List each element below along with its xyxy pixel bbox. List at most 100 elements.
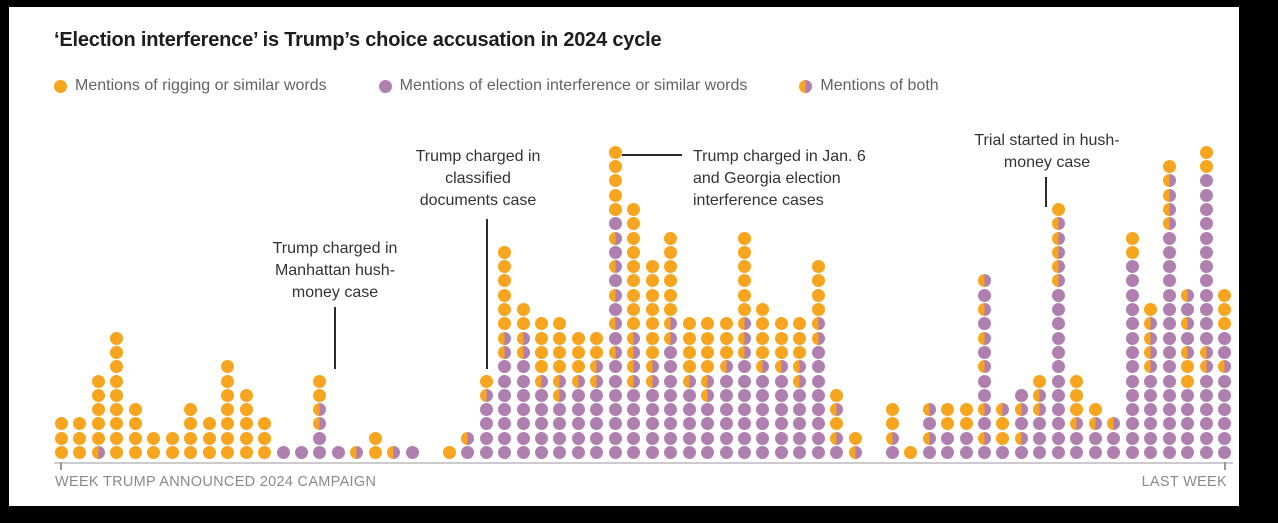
interference-dot [608, 360, 622, 374]
dot-column-week-58 [1125, 230, 1139, 459]
interference-dot [1125, 288, 1139, 302]
interference-dot [479, 446, 493, 459]
both-dot [1107, 417, 1121, 431]
interference-dot [553, 431, 567, 445]
rigging-dot [553, 331, 567, 345]
dot-column-week-52 [1014, 388, 1028, 459]
interference-dot [756, 446, 770, 459]
interference-dot [1162, 388, 1176, 402]
interference-dot [1125, 345, 1139, 359]
interference-dot [1199, 388, 1213, 402]
interference-dot [1162, 374, 1176, 388]
interference-dot [1162, 345, 1176, 359]
both-dot [387, 446, 401, 459]
both-dot [608, 231, 622, 245]
dot-column-week-53 [1033, 373, 1047, 459]
interference-dot [1162, 431, 1176, 445]
rigging-dot [553, 360, 567, 374]
interference-dot [682, 417, 696, 431]
dot-column-week-62 [1199, 144, 1213, 459]
interference-dot [719, 417, 733, 431]
dot-column-week-34 [682, 316, 696, 459]
rigging-dot [1217, 317, 1231, 331]
rigging-dot [184, 431, 198, 445]
rigging-dot [498, 260, 512, 274]
both-dot [590, 374, 604, 388]
both-dot [738, 345, 752, 359]
rigging-dot [128, 417, 142, 431]
interference-dot [774, 388, 788, 402]
interference-dot [1125, 303, 1139, 317]
rigging-dot [645, 288, 659, 302]
rigging-dot [645, 303, 659, 317]
interference-dot [1144, 417, 1158, 431]
orange-dot-icon [54, 79, 67, 93]
rigging-dot [996, 417, 1010, 431]
x-axis-tick-left [60, 462, 62, 470]
dot-column-week-48 [941, 402, 955, 459]
rigging-dot [719, 331, 733, 345]
both-dot [922, 403, 936, 417]
rigging-dot [553, 317, 567, 331]
interference-dot [885, 446, 899, 459]
interference-dot [1199, 202, 1213, 216]
rigging-dot [885, 403, 899, 417]
interference-dot [1217, 388, 1231, 402]
both-dot [627, 331, 641, 345]
interference-dot [738, 403, 752, 417]
interference-dot [553, 417, 567, 431]
both-dot [313, 417, 327, 431]
interference-dot [516, 417, 530, 431]
rigging-dot [701, 345, 715, 359]
rigging-dot [738, 231, 752, 245]
dot-column-week-61 [1181, 287, 1195, 459]
rigging-dot [184, 446, 198, 459]
interference-dot [738, 446, 752, 459]
interference-dot [811, 403, 825, 417]
interference-dot [590, 403, 604, 417]
interference-dot [738, 431, 752, 445]
rigging-dot [91, 403, 105, 417]
interference-dot [608, 303, 622, 317]
x-axis-label-end: LAST WEEK [1141, 474, 1227, 490]
interference-dot [756, 388, 770, 402]
rigging-dot [645, 274, 659, 288]
rigging-dot [1181, 374, 1195, 388]
dot-column-week-43 [848, 430, 862, 459]
rigging-dot [941, 417, 955, 431]
rigging-dot [645, 317, 659, 331]
dot-column-week-33 [664, 230, 678, 459]
rigging-dot [165, 446, 179, 459]
interference-dot [645, 431, 659, 445]
interference-dot [1051, 303, 1065, 317]
dot-column-week-14 [313, 373, 327, 459]
dot-column-week-7 [184, 402, 198, 459]
interference-dot [1125, 431, 1139, 445]
rigging-dot [110, 403, 124, 417]
rigging-dot [608, 160, 622, 174]
both-dot [1051, 260, 1065, 274]
interference-dot [498, 417, 512, 431]
interference-dot [811, 388, 825, 402]
dot-column-week-40 [793, 316, 807, 459]
both-dot [1088, 417, 1102, 431]
interference-dot [1125, 274, 1139, 288]
interference-dot [1199, 260, 1213, 274]
rigging-dot [941, 403, 955, 417]
interference-dot [756, 417, 770, 431]
interference-dot [1199, 274, 1213, 288]
interference-dot [1217, 446, 1231, 459]
dot-column-week-55 [1070, 373, 1084, 459]
interference-dot [571, 431, 585, 445]
interference-dot [1014, 417, 1028, 431]
both-dot [756, 360, 770, 374]
interference-dot [1107, 446, 1121, 459]
rigging-dot [1181, 360, 1195, 374]
rigging-dot [479, 374, 493, 388]
rigging-dot [55, 417, 68, 431]
x-axis-label-start: WEEK TRUMP ANNOUNCED 2024 CAMPAIGN [55, 474, 377, 490]
rigging-dot [738, 260, 752, 274]
interference-dot [830, 446, 844, 459]
rigging-dot [368, 446, 382, 459]
rigging-dot [55, 446, 68, 459]
